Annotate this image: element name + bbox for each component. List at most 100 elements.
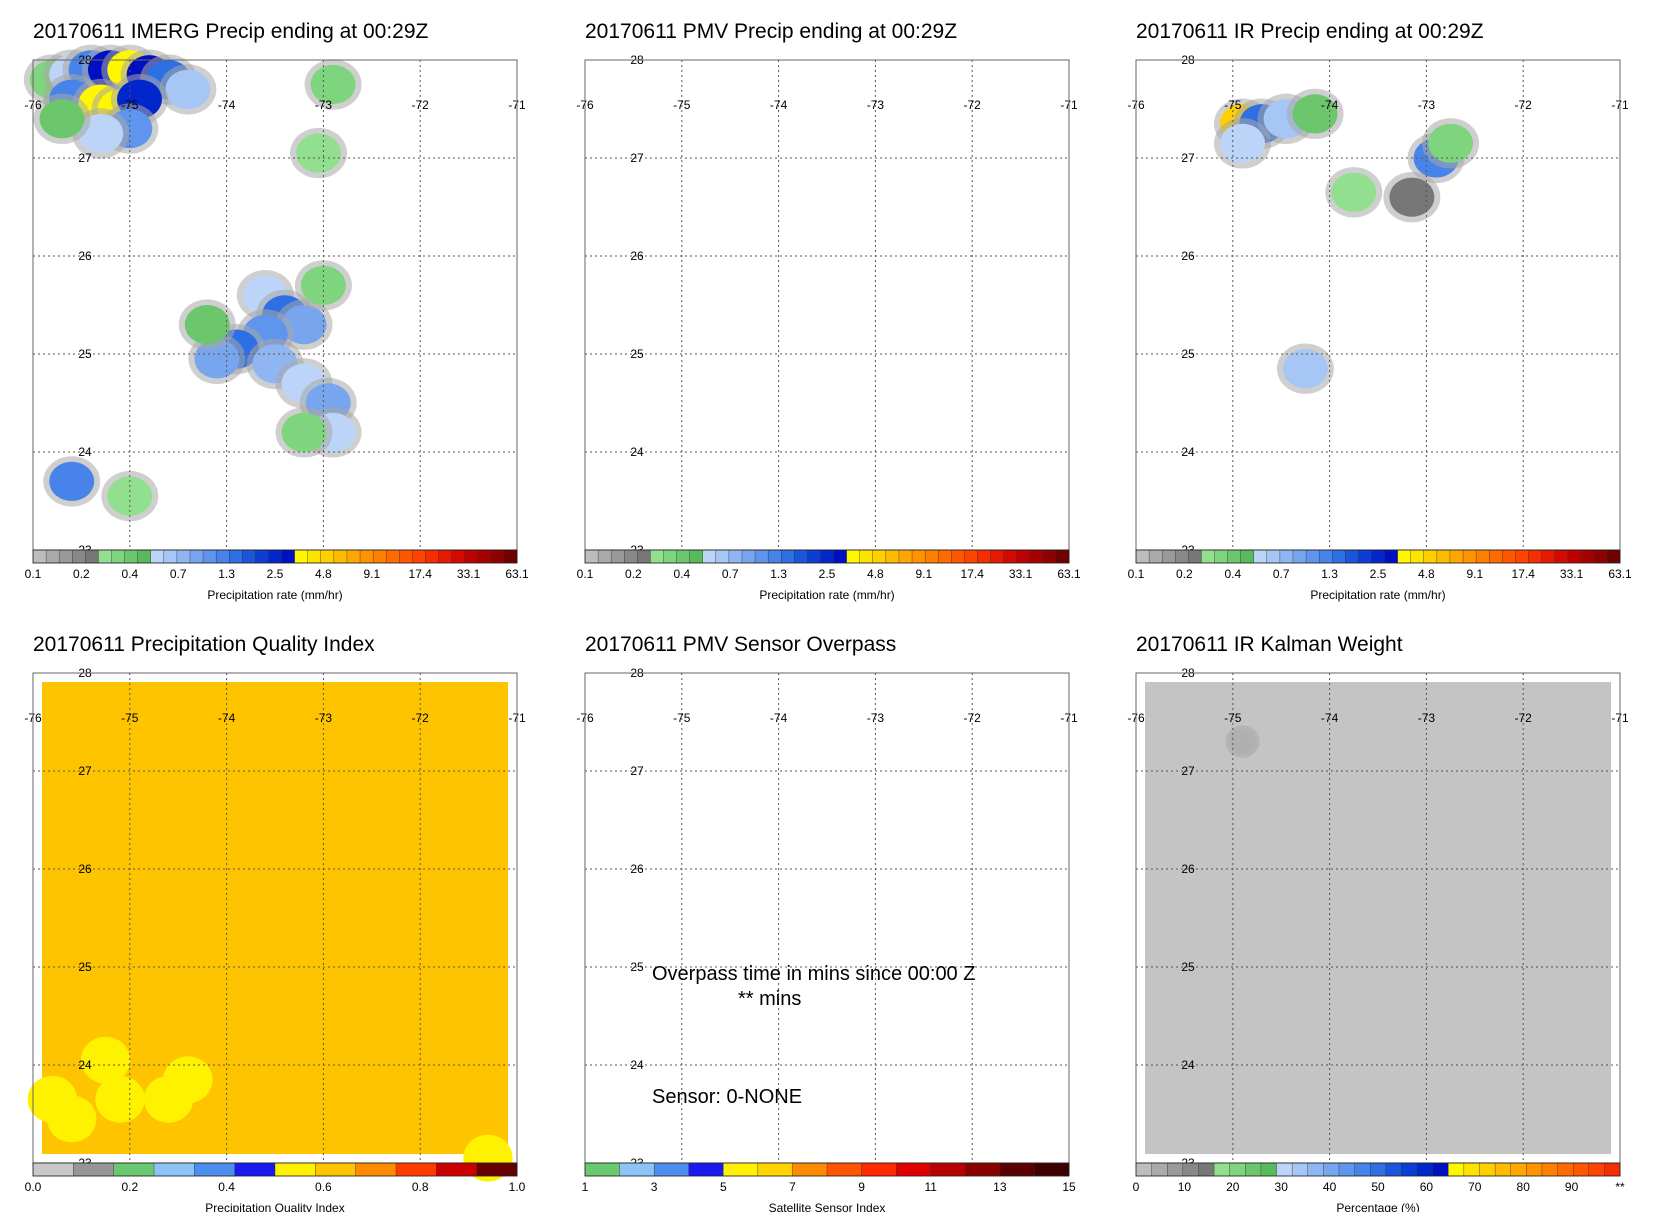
x-tick-label: -72 (964, 98, 982, 112)
colorbar-swatch (346, 549, 361, 564)
colorbar-swatch (1502, 549, 1516, 564)
colorbar-tick-label: 2.5 (267, 567, 284, 581)
colorbar-tick-label: 0 (1133, 1180, 1140, 1194)
colorbar-tick-label: 9.1 (363, 567, 380, 581)
colorbar-tick-label: 0.2 (121, 1180, 138, 1194)
x-tick-label: -72 (1515, 711, 1533, 725)
y-tick-label: 27 (630, 151, 644, 165)
colorbar-swatch (767, 549, 782, 564)
colorbar-swatch (965, 1162, 1001, 1177)
x-tick-label: -74 (770, 711, 788, 725)
data-cell (1331, 172, 1377, 212)
colorbar-swatch (930, 1162, 966, 1177)
colorbar-swatch (85, 549, 99, 564)
colorbar-tick-label: 15 (1062, 1180, 1076, 1194)
colorbar-swatch (229, 549, 243, 564)
x-tick-label: -72 (964, 711, 982, 725)
panel-2: 20170611 PMV Precip ending at 00:29Z-76-… (576, 20, 1081, 602)
colorbar-swatch (1397, 549, 1412, 564)
colorbar-tick-label: 5 (720, 1180, 727, 1194)
colorbar-swatch (610, 549, 625, 564)
colorbar-swatch (1003, 549, 1018, 564)
colorbar-swatch (476, 1162, 518, 1177)
colorbar-swatch (477, 549, 492, 564)
y-tick-label: 24 (630, 445, 644, 459)
data-cell (100, 1081, 140, 1118)
colorbar-swatch (111, 549, 126, 564)
colorbar-swatch (833, 549, 848, 564)
colorbar-swatch (274, 1162, 316, 1177)
colorbar-swatch (98, 549, 112, 564)
colorbar-label: Precipitation Quality Index (205, 1201, 344, 1212)
colorbar-swatch (234, 1162, 276, 1177)
colorbar-swatch (1354, 1162, 1371, 1177)
colorbar-swatch (1345, 549, 1359, 564)
colorbar-frame (1135, 549, 1621, 564)
colorbar-swatch (1416, 1162, 1434, 1177)
colorbar-tick-label: 0.7 (1273, 567, 1290, 581)
panel-title: 20170611 IR Precip ending at 00:29Z (1136, 20, 1484, 43)
colorbar-swatch (1494, 1162, 1512, 1177)
colorbar-tick-label: 9 (858, 1180, 865, 1194)
y-tick-label: 26 (78, 249, 92, 263)
x-tick-label: -75 (1224, 98, 1242, 112)
colorbar-frame (584, 549, 1070, 564)
colorbar-swatch (885, 549, 900, 564)
colorbar-swatch (1213, 1162, 1231, 1177)
y-tick-label: 25 (1181, 347, 1195, 361)
colorbar-tick-label: 1.3 (770, 567, 787, 581)
colorbar-tick-label: 4.8 (867, 567, 884, 581)
colorbar-swatch (153, 1162, 195, 1177)
colorbar-swatch (1266, 549, 1281, 564)
colorbar-swatch (977, 549, 992, 564)
colorbar-tick-label: 50 (1371, 1180, 1385, 1194)
colorbar-swatch (189, 549, 204, 564)
colorbar-swatch (242, 549, 256, 564)
y-tick-label: 24 (78, 445, 92, 459)
colorbar-swatch (990, 549, 1005, 564)
colorbar-swatch (1528, 549, 1543, 564)
colorbar-swatch (1449, 549, 1464, 564)
colorbar-swatch (584, 1162, 621, 1177)
colorbar-swatch (1042, 549, 1057, 564)
sensor-note: Sensor: 0-NONE (652, 1086, 802, 1108)
colorbar-tick-label: 0.7 (170, 567, 187, 581)
colorbar-swatch (624, 549, 638, 564)
colorbar-swatch (1201, 549, 1215, 564)
colorbar-tick-label: 9.1 (915, 567, 932, 581)
colorbar-swatch (964, 549, 978, 564)
colorbar-swatch (385, 549, 400, 564)
y-tick-label: 26 (78, 862, 92, 876)
colorbar-tick-label: 4.8 (1418, 567, 1435, 581)
colorbar-swatch (1541, 549, 1556, 564)
x-tick-label: -74 (218, 711, 236, 725)
colorbar-swatch (951, 549, 965, 564)
colorbar-swatch (820, 549, 835, 564)
colorbar-swatch (1401, 1162, 1418, 1177)
colorbar-swatch (1229, 1162, 1246, 1177)
colorbar-tick-label: 0.1 (25, 567, 42, 581)
colorbar-swatch (663, 549, 678, 564)
colorbar-swatch (255, 549, 269, 564)
colorbar-swatch (307, 549, 322, 564)
colorbar-swatch (1323, 1162, 1340, 1177)
colorbar-swatch (826, 1162, 863, 1177)
panel-6: 20170611 IR Kalman Weight-76 -75 -74 -73 -72… (1127, 633, 1629, 1212)
plot-frame (584, 59, 1070, 551)
colorbar-swatch (1305, 549, 1320, 564)
data-cell (165, 69, 211, 109)
colorbar-tick-label: 7 (789, 1180, 796, 1194)
colorbar-swatch (503, 549, 518, 564)
colorbar-swatch (1029, 549, 1044, 564)
colorbar-swatch (333, 549, 348, 564)
colorbar-swatch (113, 1162, 155, 1177)
colorbar-tick-label: 0.1 (1128, 567, 1145, 581)
colorbar-tick-label: 0.2 (625, 567, 642, 581)
panel-1: 20170611 IMERG Precip ending at 00:29Z -7… (23, 20, 529, 602)
colorbar-swatch (895, 1162, 932, 1177)
data-cell (52, 1100, 92, 1138)
colorbar-tick-label: 40 (1323, 1180, 1337, 1194)
colorbar-tick-label: 0.8 (412, 1180, 429, 1194)
colorbar-swatch (315, 1162, 357, 1177)
data-cell (184, 305, 230, 345)
